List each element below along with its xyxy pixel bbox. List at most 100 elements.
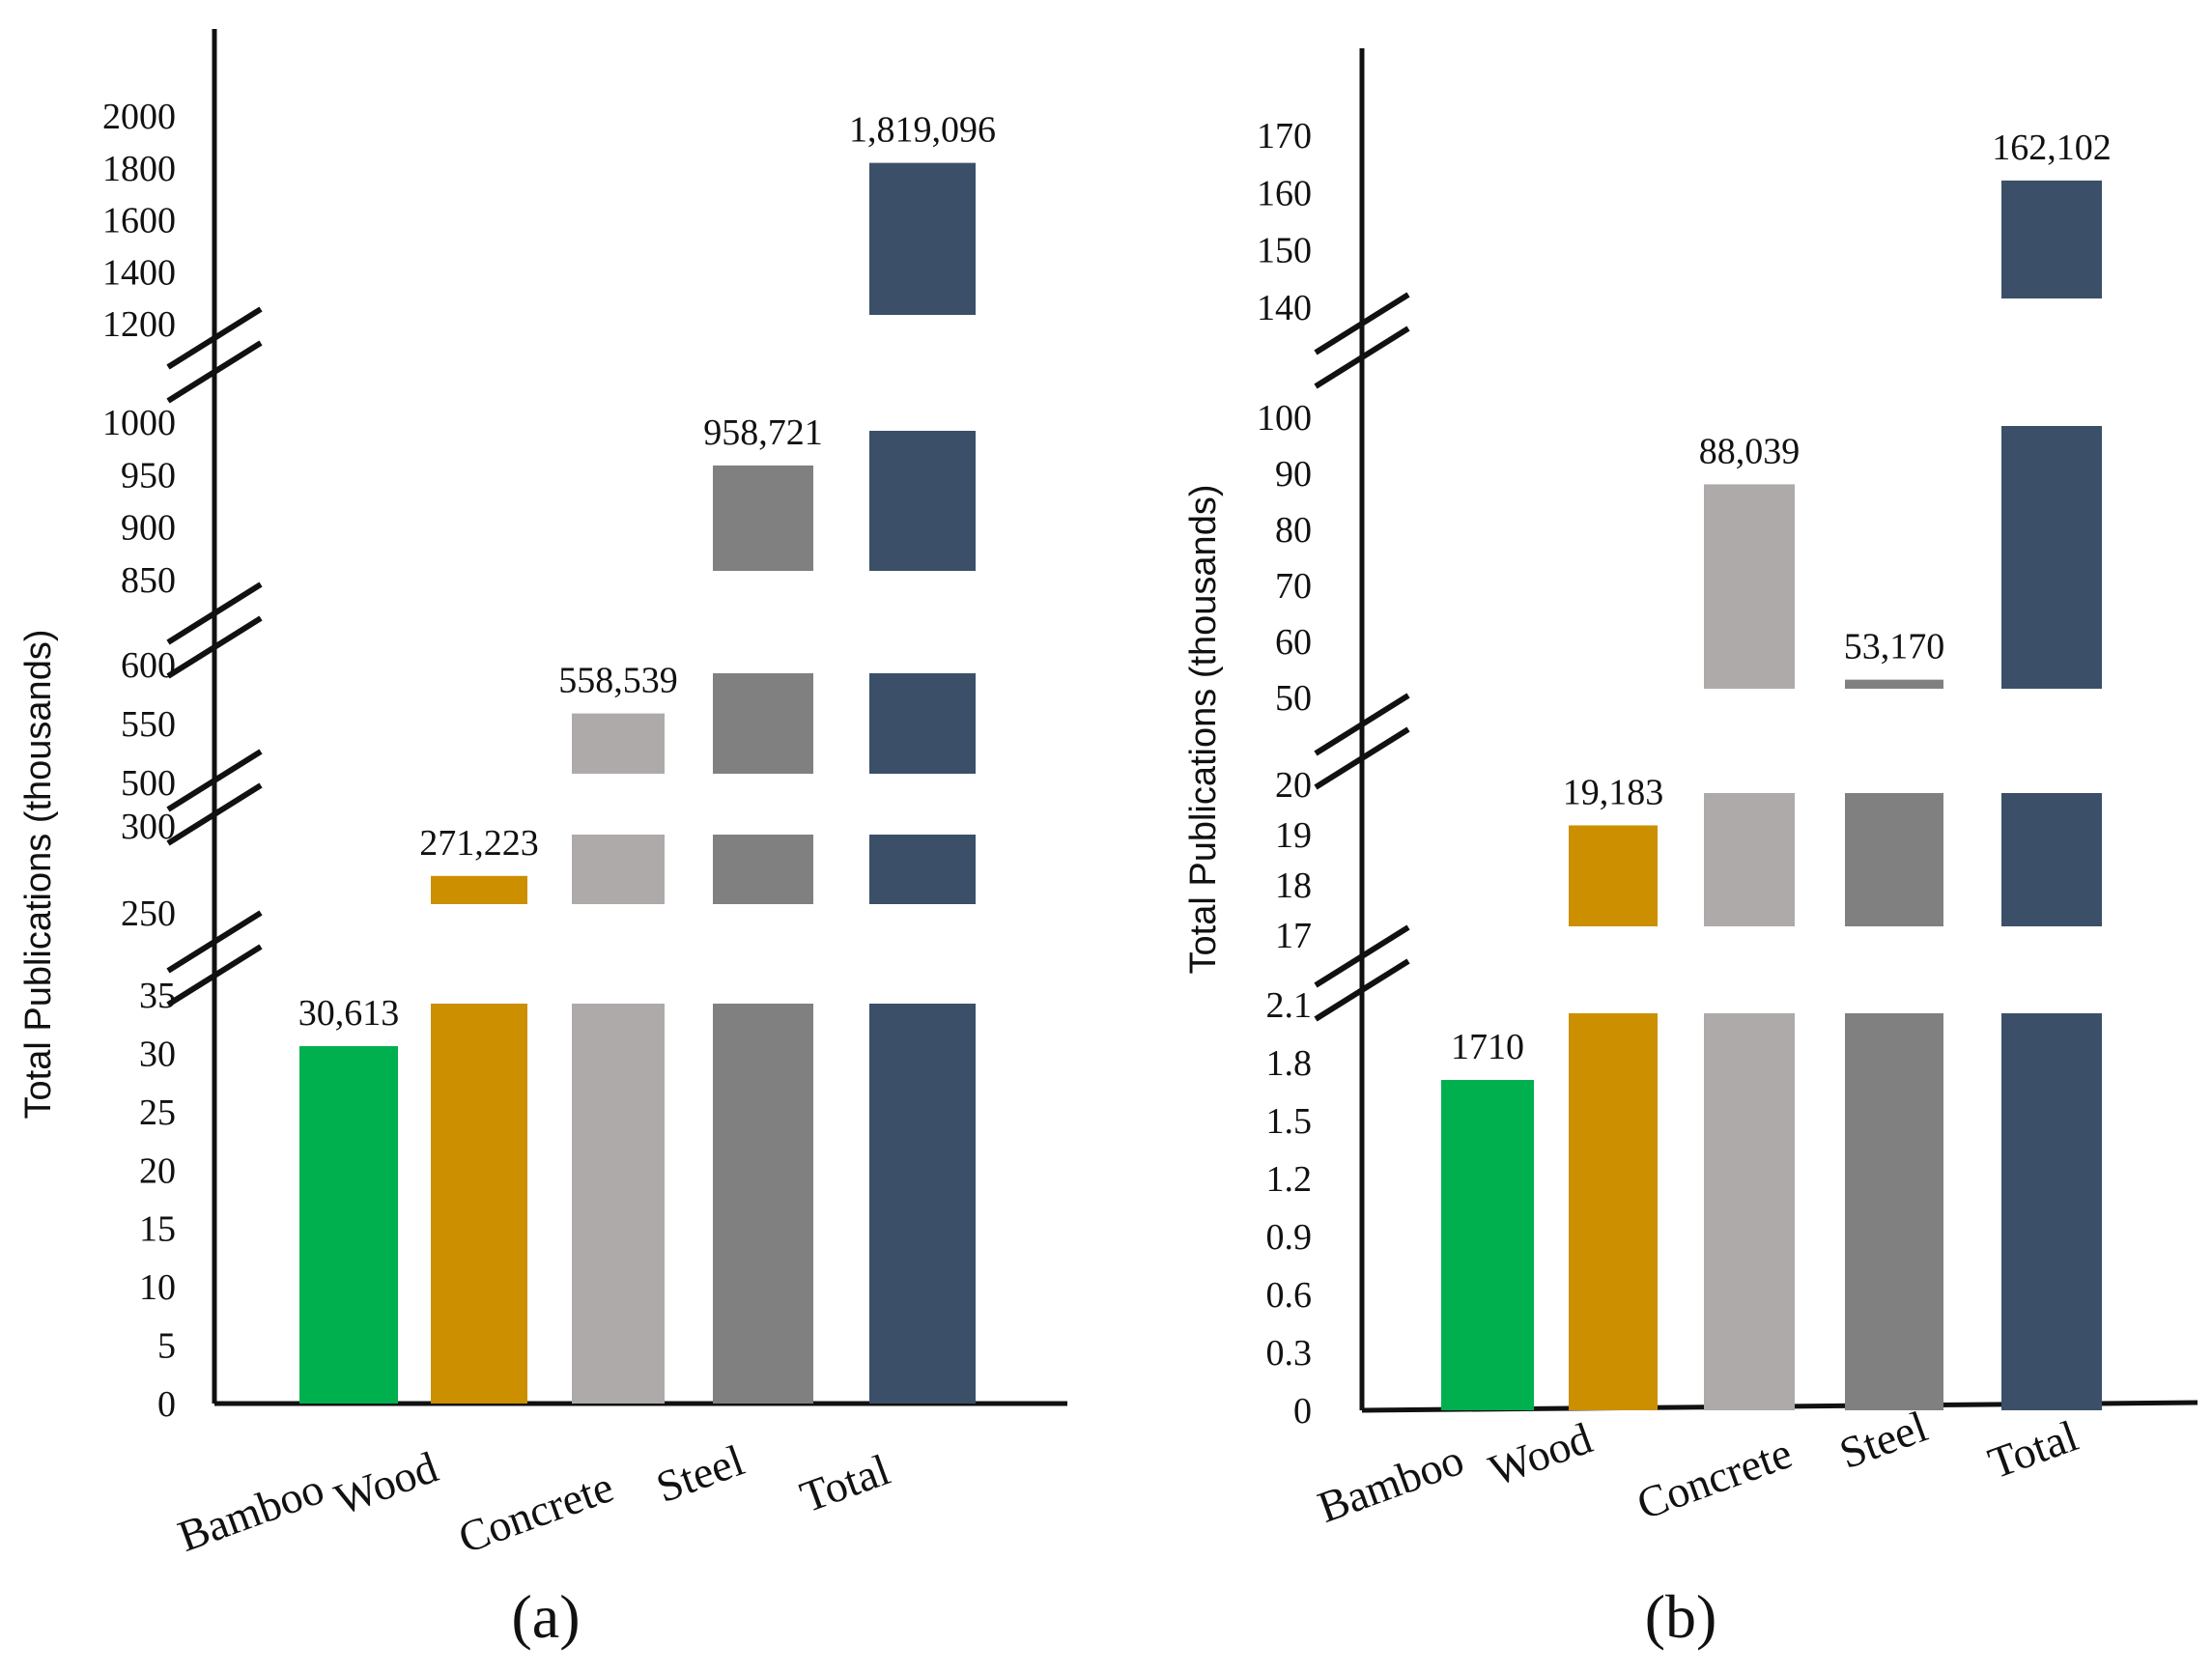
bar-segment-steel xyxy=(1845,679,1943,689)
bar-segment-total xyxy=(2001,793,2102,926)
axis-break-mark xyxy=(1314,292,1410,355)
data-label-steel: 53,170 xyxy=(1844,627,1945,667)
bar-segment-concrete xyxy=(572,835,665,904)
x-tick-label-concrete: Concrete xyxy=(452,1461,619,1563)
data-label-wood: 271,223 xyxy=(419,823,539,864)
bar-segment-total xyxy=(869,1004,976,1404)
bar-segment-concrete xyxy=(1704,1013,1795,1410)
bar-segment-wood xyxy=(1569,1013,1658,1410)
y-tick-label: 1400 xyxy=(102,252,176,293)
y-tick-label: 50 xyxy=(1275,678,1312,719)
panel-label-a: (a) xyxy=(511,1582,580,1651)
panel-label-b: (b) xyxy=(1645,1582,1717,1651)
axis-break-mark xyxy=(166,944,263,1007)
bar-segment-total xyxy=(2001,180,2102,298)
y-tick-label: 20 xyxy=(139,1150,176,1191)
x-tick-label-wood: Wood xyxy=(1483,1413,1599,1495)
y-tick-label: 1000 xyxy=(102,403,176,443)
bar-segment-wood xyxy=(431,1004,527,1404)
y-tick-label: 150 xyxy=(1257,231,1312,271)
y-tick-label: 18 xyxy=(1275,865,1312,906)
bar-segment-concrete xyxy=(1704,484,1795,689)
bar-segment-total xyxy=(2001,426,2102,689)
y-tick-label: 2.1 xyxy=(1266,985,1313,1026)
bar-segment-concrete xyxy=(1704,793,1795,926)
x-tick-label-bamboo: Bamboo xyxy=(172,1463,330,1561)
y-axis-label-a: Total Publications (thousands) xyxy=(18,630,59,1120)
y-tick-label: 80 xyxy=(1275,510,1312,551)
x-tick-label-total: Total xyxy=(794,1444,896,1521)
y-axis-label-b: Total Publications (thousands) xyxy=(1183,485,1224,975)
x-tick-label-total: Total xyxy=(1982,1410,2084,1488)
y-tick-label: 1200 xyxy=(102,304,176,345)
data-label-bamboo: 30,613 xyxy=(298,993,400,1034)
data-label-bamboo: 1710 xyxy=(1451,1027,1524,1067)
y-tick-label: 17 xyxy=(1275,916,1312,956)
bar-segment-steel xyxy=(1845,1013,1943,1410)
x-tick-label-bamboo: Bamboo xyxy=(1312,1434,1470,1532)
bar-segment-total xyxy=(869,162,976,315)
y-tick-label: 1.8 xyxy=(1266,1043,1313,1084)
y-tick-label: 170 xyxy=(1257,116,1312,156)
y-tick-label: 550 xyxy=(121,704,176,745)
bar-segment-wood xyxy=(1569,825,1658,926)
y-tick-label: 0.9 xyxy=(1266,1217,1313,1258)
x-tick-label-steel: Steel xyxy=(1833,1402,1934,1478)
data-label-concrete: 558,539 xyxy=(558,661,678,701)
axis-break-mark xyxy=(166,749,263,812)
axis-break-mark xyxy=(1314,726,1410,790)
y-tick-label: 1.5 xyxy=(1266,1101,1313,1142)
bar-segment-total xyxy=(869,431,976,571)
y-tick-label: 0.3 xyxy=(1266,1333,1313,1374)
bar-segment-total xyxy=(2001,1013,2102,1410)
y-tick-label: 1600 xyxy=(102,201,176,241)
y-tick-label: 15 xyxy=(139,1209,176,1250)
y-tick-label: 0 xyxy=(1293,1391,1312,1432)
y-tick-label: 10 xyxy=(139,1267,176,1308)
data-label-total: 162,102 xyxy=(1992,128,2112,168)
y-tick-label: 20 xyxy=(1275,765,1312,806)
y-tick-label: 1.2 xyxy=(1266,1159,1313,1200)
y-tick-label: 0 xyxy=(157,1384,176,1425)
y-tick-label: 0.6 xyxy=(1266,1275,1313,1316)
axis-break-mark xyxy=(166,782,263,846)
axis-break-mark xyxy=(1314,924,1410,988)
bar-segment-steel xyxy=(713,673,813,774)
y-tick-label: 2000 xyxy=(102,97,176,137)
y-tick-label: 250 xyxy=(121,894,176,934)
bar-segment-concrete xyxy=(572,1004,665,1404)
y-tick-label: 160 xyxy=(1257,173,1312,213)
y-tick-label: 5 xyxy=(157,1326,176,1367)
bar-segment-bamboo xyxy=(299,1046,398,1404)
x-tick-label-concrete: Concrete xyxy=(1631,1428,1798,1529)
y-tick-label: 500 xyxy=(121,763,176,804)
x-tick-label-steel: Steel xyxy=(650,1435,751,1512)
axis-break-mark xyxy=(166,306,263,370)
bar-segment-concrete xyxy=(572,713,665,774)
y-tick-label: 100 xyxy=(1257,398,1312,439)
y-tick-label: 30 xyxy=(139,1034,176,1074)
bar-segment-steel xyxy=(1845,793,1943,926)
axis-break-mark xyxy=(1314,693,1410,756)
bar-segment-steel xyxy=(713,465,813,571)
axis-break-mark xyxy=(166,910,263,974)
y-tick-label: 900 xyxy=(121,508,176,549)
axis-break-mark xyxy=(166,615,263,679)
y-tick-label: 1800 xyxy=(102,149,176,189)
axis-break-mark xyxy=(1314,326,1410,389)
axis-break-mark xyxy=(1314,958,1410,1022)
y-tick-label: 600 xyxy=(121,645,176,686)
y-tick-label: 140 xyxy=(1257,288,1312,328)
bar-segment-steel xyxy=(713,1004,813,1404)
y-tick-label: 25 xyxy=(139,1092,176,1133)
y-tick-label: 850 xyxy=(121,560,176,601)
panel-b: Total Publications (thousands) (b) 0 0.3 0… xyxy=(1183,48,2198,1651)
data-label-wood: 19,183 xyxy=(1563,772,1664,812)
bar-segment-bamboo xyxy=(1441,1080,1534,1410)
y-tick-label: 35 xyxy=(139,976,176,1016)
y-tick-label: 19 xyxy=(1275,815,1312,856)
axis-break-mark xyxy=(166,340,263,404)
panel-a: Total Publications (thousands) (a) 0 5 10 1… xyxy=(18,29,1067,1651)
bar-segment-wood xyxy=(431,875,527,904)
